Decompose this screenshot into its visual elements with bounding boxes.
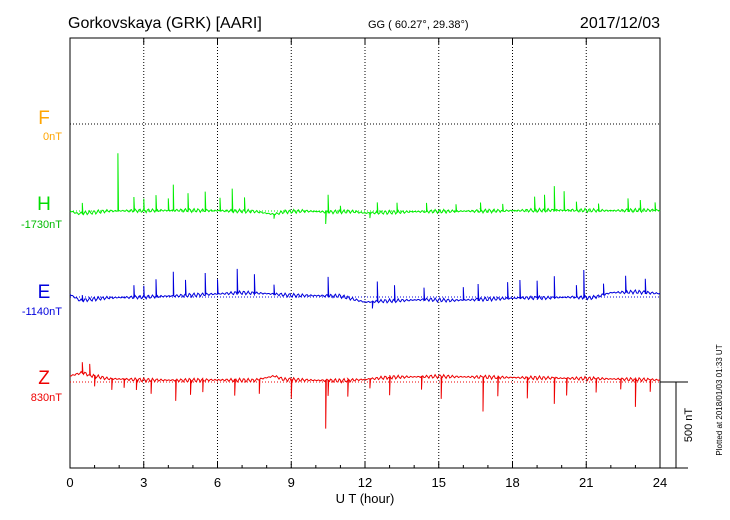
x-tick-label: 9	[288, 475, 295, 490]
station-coords: GG ( 60.27°, 29.38°)	[368, 19, 469, 31]
x-tick-label: 21	[579, 475, 593, 490]
plotted-note: Plotted at 2018/01/03 01:33 UT	[715, 344, 724, 455]
plot-frame	[69, 37, 661, 469]
channel-label-e: E	[38, 282, 51, 303]
series-z-trace	[70, 362, 661, 429]
series-traces	[69, 153, 661, 429]
series-h-trace	[69, 153, 661, 225]
x-tick-label: 0	[66, 475, 73, 490]
baseline-label-h: -1730nT	[21, 219, 62, 231]
channel-label-h: H	[37, 194, 51, 215]
channel-label-z: Z	[38, 368, 50, 389]
x-tick-label: 24	[653, 475, 667, 490]
x-tick-label: 15	[432, 475, 446, 490]
baseline-label-f: 0nT	[43, 131, 62, 143]
x-axis-ticks: 0 3 6 9 12 15 18 21 24	[66, 38, 667, 490]
scale-bar-label: 500 nT	[683, 408, 695, 443]
grid-lines	[143, 38, 587, 468]
station-title: Gorkovskaya (GRK) [AARI]	[68, 15, 262, 32]
chart-date: 2017/12/03	[580, 15, 660, 32]
x-tick-label: 6	[214, 475, 221, 490]
baseline-label-e: -1140nT	[22, 306, 62, 318]
x-axis-label: U T (hour)	[336, 491, 395, 506]
series-e-trace	[69, 268, 661, 309]
x-tick-label: 18	[505, 475, 519, 490]
x-tick-label: 3	[140, 475, 147, 490]
baseline-label-z: 830nT	[31, 392, 62, 404]
x-tick-label: 12	[358, 475, 372, 490]
channel-label-f: F	[38, 108, 50, 129]
